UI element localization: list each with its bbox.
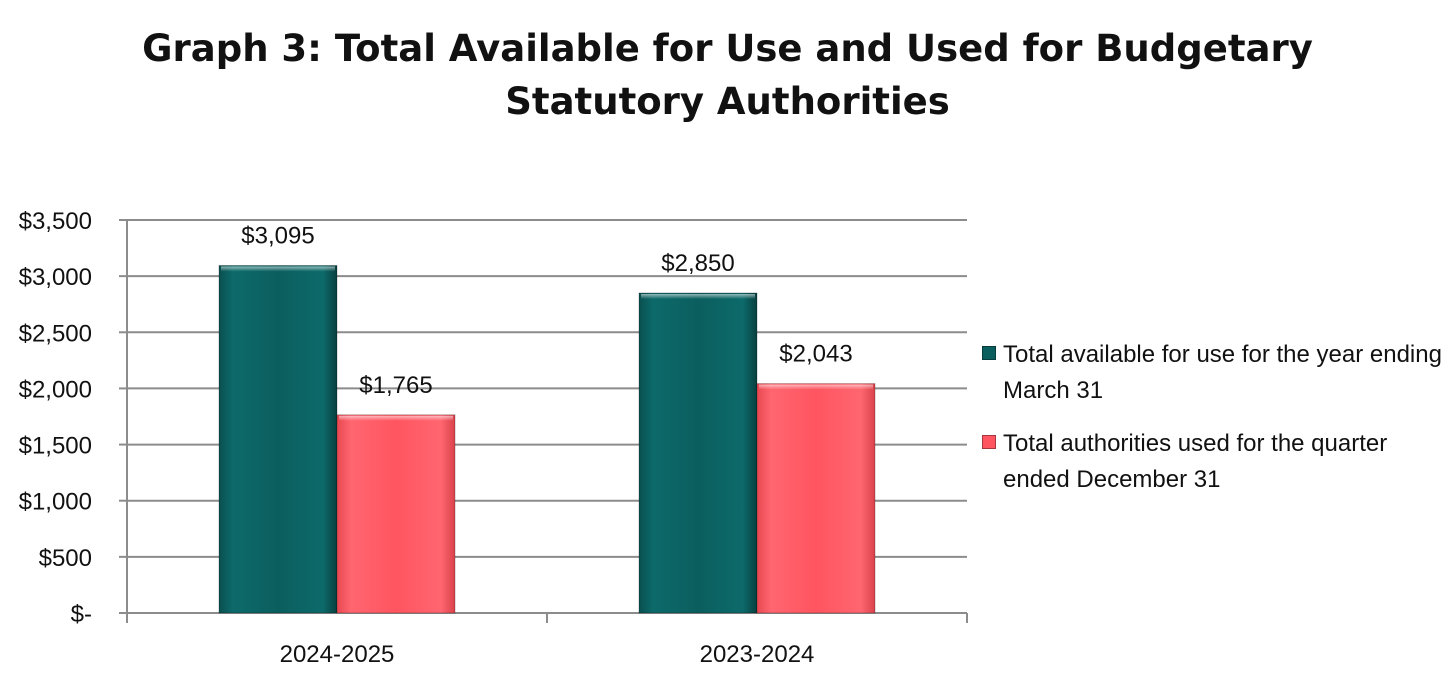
bar-0-1 xyxy=(638,292,758,614)
y-tick-label: $500 xyxy=(39,545,92,572)
y-tick-label: $- xyxy=(71,601,92,628)
bar-bevel xyxy=(221,266,335,272)
y-tick-label: $1,000 xyxy=(19,489,92,516)
y-tick-label: $3,000 xyxy=(19,264,92,291)
legend-label: Total authorities used for the quarter e… xyxy=(1003,430,1388,493)
bar-bevel xyxy=(641,293,755,299)
legend-swatch xyxy=(982,346,996,360)
data-label: $3,095 xyxy=(241,222,314,249)
bar-0-0 xyxy=(218,264,338,614)
labels: $- $500 $1,000 $1,500 $2,000 $2,500 $3,000 $3,5… xyxy=(19,208,853,668)
legend-swatch xyxy=(982,435,996,449)
legend: Total available for use for the year end… xyxy=(982,337,1442,515)
legend-item: Total authorities used for the quarter e… xyxy=(982,426,1442,498)
bar-1-1 xyxy=(756,383,876,614)
data-label: $2,850 xyxy=(661,250,734,277)
bar-bevel xyxy=(759,384,873,390)
y-tick-label: $3,500 xyxy=(19,208,92,235)
bar-bevel xyxy=(339,415,453,421)
y-tick-label: $1,500 xyxy=(19,433,92,460)
y-tick-label: $2,500 xyxy=(19,320,92,347)
bar-1-0 xyxy=(336,414,456,614)
y-tick-label: $2,000 xyxy=(19,376,92,403)
data-label: $1,765 xyxy=(359,372,432,399)
data-label: $2,043 xyxy=(779,341,852,368)
legend-item: Total available for use for the year end… xyxy=(982,337,1442,409)
bars xyxy=(218,264,876,614)
chart-title: Graph 3: Total Available for Use and Use… xyxy=(0,22,1445,128)
chart-title-line-1: Graph 3: Total Available for Use and Use… xyxy=(142,27,1313,70)
x-tick-label: 2023-2024 xyxy=(700,641,815,668)
chart-title-line-2: Statutory Authorities xyxy=(505,80,950,123)
legend-label: Total available for use for the year end… xyxy=(1003,341,1442,404)
x-tick-label: 2024-2025 xyxy=(280,641,395,668)
